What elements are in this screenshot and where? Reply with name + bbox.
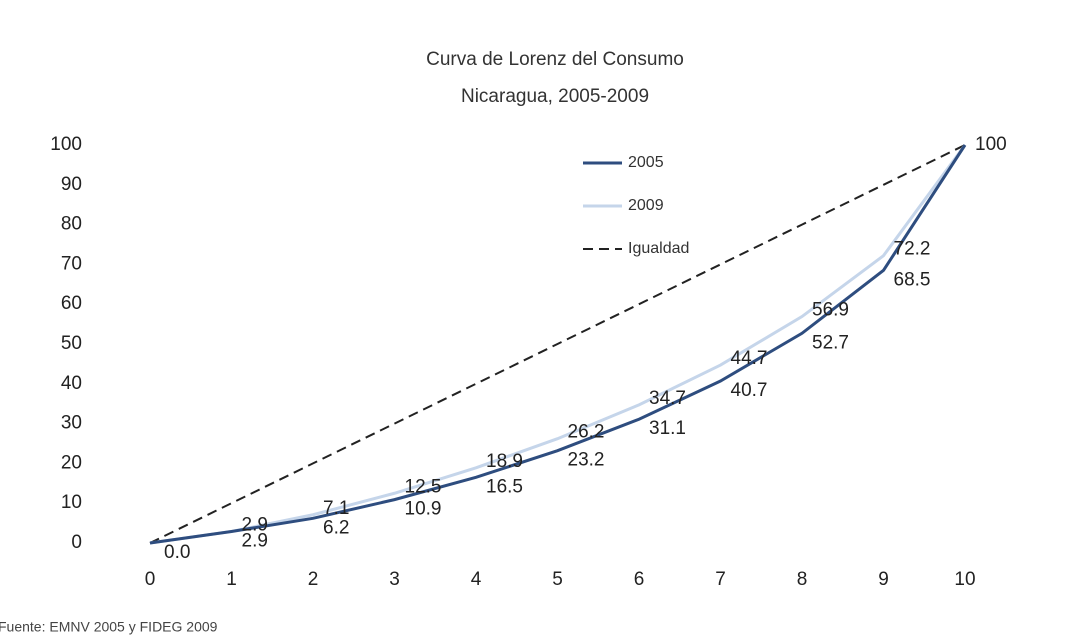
series-line [149, 144, 967, 545]
x-tick-label: 10 [954, 569, 975, 590]
x-tick-label: 2 [308, 569, 319, 590]
data-label: 2.9 [242, 514, 268, 535]
data-label: 10.9 [405, 499, 442, 520]
y-tick-label: 90 [61, 174, 82, 195]
data-label: 34.7 [649, 388, 686, 409]
legend-label: 2005 [628, 154, 664, 171]
data-label: 18.9 [486, 451, 523, 472]
y-tick-label: 30 [61, 413, 82, 434]
legend-label: Igualdad [628, 240, 689, 257]
data-label: 0.0 [164, 542, 190, 563]
legend-label: 2009 [628, 197, 664, 214]
x-tick-label: 4 [471, 569, 482, 590]
y-tick-label: 80 [61, 214, 82, 235]
x-tick-label: 5 [552, 569, 563, 590]
series-line [149, 144, 966, 544]
y-tick-label: 0 [71, 532, 82, 553]
chart-title: Curva de Lorenz del Consumo [426, 49, 684, 70]
y-tick-label: 100 [50, 134, 82, 155]
x-tick-label: 3 [389, 569, 400, 590]
y-tick-label: 10 [61, 492, 82, 513]
x-tick-label: 0 [145, 569, 156, 590]
chart-subtitle: Nicaragua, 2005-2009 [461, 86, 649, 107]
data-label: 72.2 [894, 239, 931, 260]
data-label: 12.5 [405, 476, 442, 497]
data-label: 31.1 [649, 418, 686, 439]
data-label: 6.2 [323, 517, 349, 538]
data-label: 52.7 [812, 332, 849, 353]
y-tick-label: 70 [61, 253, 82, 274]
data-label: 26.2 [568, 422, 605, 443]
x-tick-label: 6 [634, 569, 645, 590]
data-label: 7.1 [323, 498, 349, 519]
data-label: 40.7 [731, 380, 768, 401]
data-label: 56.9 [812, 300, 849, 321]
data-label: 68.5 [894, 269, 931, 290]
y-tick-label: 60 [61, 293, 82, 314]
y-tick-label: 40 [61, 373, 82, 394]
data-label: 44.7 [731, 348, 768, 369]
data-label: 2.9 [242, 530, 268, 551]
y-tick-label: 20 [61, 452, 82, 473]
y-tick-label: 50 [61, 333, 82, 354]
source-note: Fuente: EMNV 2005 y FIDEG 2009 [0, 619, 218, 635]
data-label: 100 [975, 134, 1007, 155]
series-line [149, 144, 967, 545]
x-tick-label: 7 [715, 569, 726, 590]
data-label: 16.5 [486, 476, 523, 497]
data-label: 23.2 [568, 450, 605, 471]
x-tick-label: 8 [797, 569, 808, 590]
x-tick-label: 1 [226, 569, 237, 590]
x-tick-label: 9 [878, 569, 889, 590]
